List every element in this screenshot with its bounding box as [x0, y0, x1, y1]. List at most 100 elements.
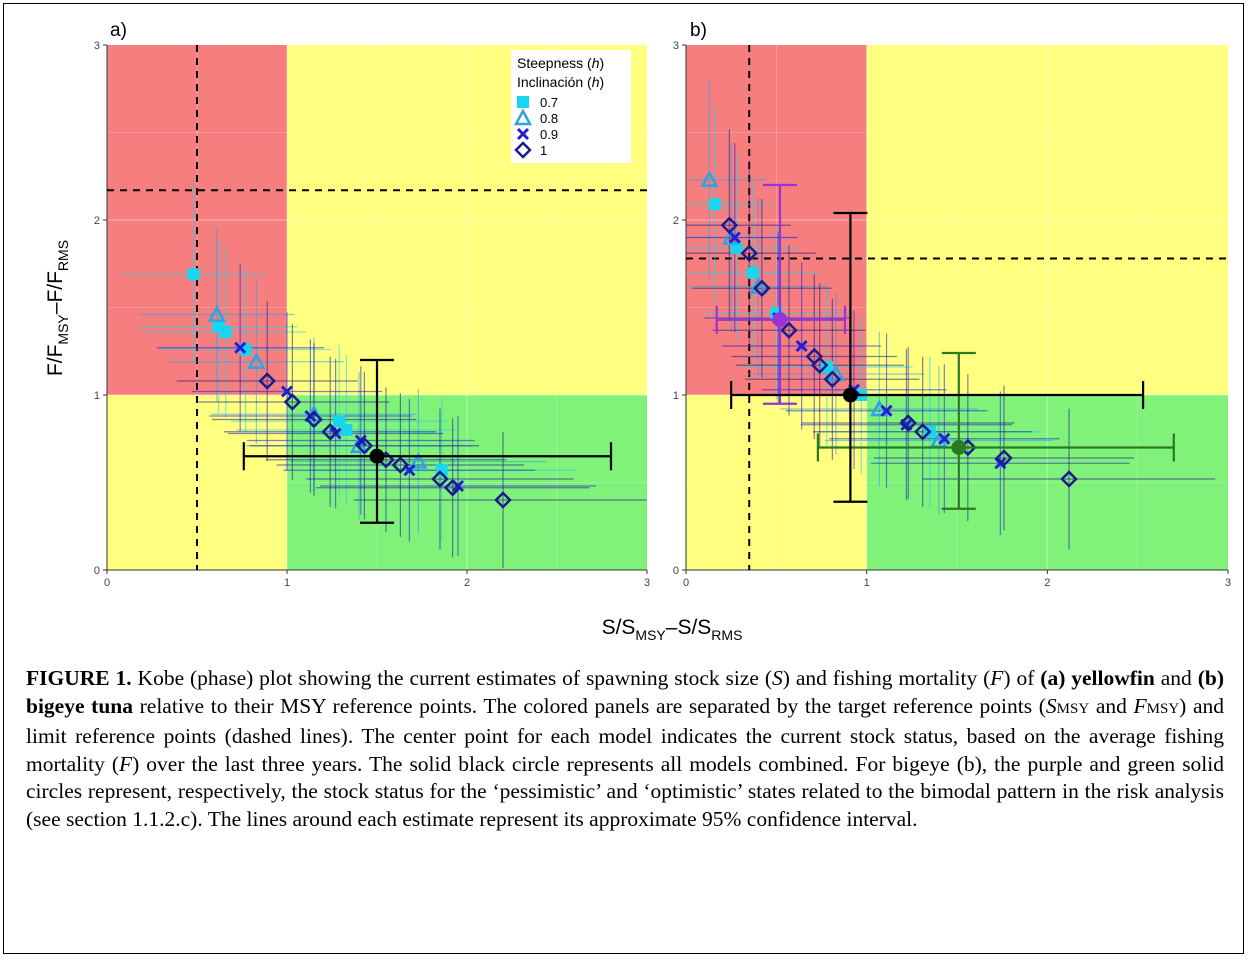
caption-f: F — [119, 751, 133, 776]
marker-x — [728, 231, 741, 244]
marker-square — [187, 268, 200, 281]
y-tick-label: 2 — [673, 215, 679, 227]
caption-s-msy: S — [1045, 693, 1057, 718]
marker-diamond — [321, 422, 339, 441]
y-axis-label: F/FMSY–F/FRMS — [44, 240, 71, 376]
y-tick-label: 1 — [94, 390, 100, 402]
x-label-sub-2: RMS — [711, 627, 742, 643]
figure-frame — [3, 3, 1244, 954]
legend-title-es: Inclinación (h) — [517, 74, 604, 90]
legend-item-label: 0.9 — [540, 127, 558, 142]
marker-diamond — [305, 410, 323, 429]
marker-square — [708, 198, 721, 211]
caption-msy-sub: MSY — [1056, 700, 1090, 717]
x-label-part-2: –S/S — [666, 616, 712, 639]
legend-title-en-text: Steepness ( — [517, 55, 592, 71]
marker-diamond — [514, 141, 532, 159]
marker-diamond — [995, 449, 1013, 467]
marker-diamond — [753, 279, 771, 298]
optimistic-point — [951, 440, 967, 455]
x-label-part-1: S/S — [602, 616, 636, 639]
caption-text: ) of — [1003, 666, 1041, 690]
marker-x — [234, 341, 247, 354]
marker-diamond — [391, 456, 410, 474]
marker-x — [880, 404, 893, 417]
x-tick-label: 1 — [284, 577, 290, 589]
combined-point — [369, 448, 385, 464]
x-label-sub-1: MSY — [635, 627, 666, 643]
marker-diamond — [258, 372, 276, 390]
legend-box — [511, 50, 631, 163]
caption-bigeye: (b) bigeye tuna — [26, 666, 1224, 718]
caption-text: Kobe (phase) plot showing the current es… — [131, 666, 773, 690]
y-label-part-2: –F/F — [44, 271, 67, 314]
marker-triangle — [207, 304, 226, 322]
x-tick-label: 1 — [864, 577, 870, 589]
caption-f-msy: F — [1133, 693, 1147, 718]
model-points — [121, 183, 647, 569]
x-tick-label: 2 — [1044, 577, 1050, 589]
figure-caption: FIGURE 1. Kobe (phase) plot showing the … — [26, 665, 1224, 833]
y-tick-label: 0 — [673, 565, 679, 577]
marker-diamond — [720, 216, 739, 235]
x-axis-label: S/SMSY–S/SRMS — [602, 616, 743, 643]
marker-diamond — [810, 356, 829, 375]
marker-diamond — [913, 422, 932, 441]
legend-item-label: 1 — [540, 143, 547, 158]
y-tick-label: 1 — [673, 390, 679, 402]
marker-triangle — [513, 108, 533, 126]
marker-diamond — [1060, 470, 1078, 488]
caption-text: relative to their MSY reference points. … — [132, 693, 1046, 718]
marker-square — [340, 424, 353, 436]
y-tick-label: 3 — [673, 40, 679, 52]
marker-x — [354, 434, 367, 447]
panel-b: 0 1 2 3 0 1 2 3 b) — [673, 20, 1231, 589]
legend-item-label: 0.7 — [540, 95, 558, 110]
marker-diamond — [823, 370, 842, 389]
marker-x — [994, 457, 1007, 470]
marker-square — [730, 242, 743, 254]
legend-item-label: 0.8 — [540, 111, 558, 126]
y-label-sub-2: RMS — [55, 240, 71, 271]
marker-triangle — [349, 436, 369, 453]
marker-triangle — [700, 170, 719, 187]
caption-msy-sub: MSY — [1146, 700, 1180, 717]
legend-title-en-text: ) — [600, 55, 605, 71]
pessimistic-point — [772, 312, 788, 328]
panel-label: b) — [690, 20, 707, 41]
marker-square — [517, 96, 529, 108]
marker-x — [516, 127, 530, 141]
caption-text: ) and limit reference points (dashed lin… — [26, 693, 1225, 776]
marker-x — [938, 432, 951, 445]
marker-diamond — [355, 436, 374, 455]
marker-diamond — [740, 244, 759, 263]
marker-x — [795, 339, 808, 353]
marker-triangle — [409, 451, 428, 469]
legend-title-en: Steepness (h) — [517, 55, 604, 71]
caption-f: F — [990, 666, 1004, 690]
y-label-sub-1: MSY — [55, 314, 71, 345]
legend-title-es-symbol: h — [592, 74, 600, 90]
caption-text: and — [1154, 666, 1198, 690]
marker-square — [746, 266, 759, 279]
y-tick-label: 2 — [94, 215, 100, 227]
legend-title-es-text: Inclinación ( — [517, 74, 592, 90]
legend: Steepness (h) Inclinación (h) 0.70.80.91 — [511, 50, 631, 163]
marker-triangle — [247, 352, 266, 369]
marker-diamond — [283, 393, 302, 411]
caption-text: ) over the last three years. The solid b… — [26, 751, 1225, 831]
marker-diamond — [431, 470, 449, 488]
marker-x — [280, 385, 294, 398]
x-tick-label: 3 — [644, 577, 650, 589]
caption-s: S — [772, 666, 783, 690]
y-tick-label: 0 — [94, 565, 100, 577]
caption-text: ) and fishing mortality ( — [782, 666, 991, 690]
marker-diamond — [899, 414, 917, 432]
marker-diamond — [443, 478, 462, 497]
combined-point — [842, 387, 858, 403]
x-tick-label: 2 — [464, 577, 470, 589]
x-tick-label: 0 — [683, 577, 689, 589]
x-tick-label: 3 — [1225, 577, 1231, 589]
y-tick-label: 3 — [94, 40, 100, 52]
